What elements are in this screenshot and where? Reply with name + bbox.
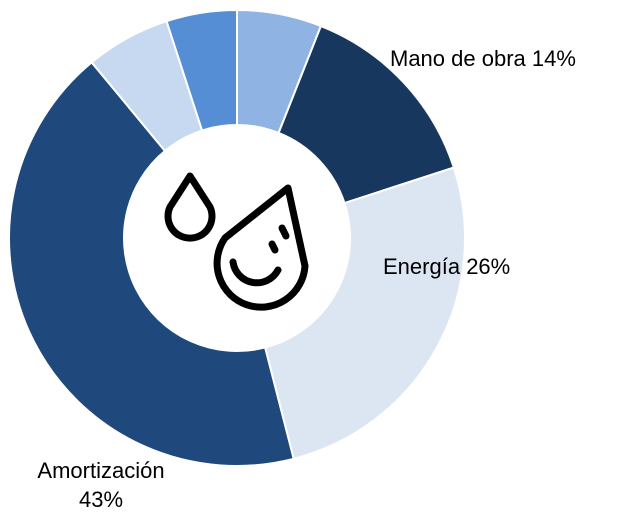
small-drop bbox=[164, 172, 216, 242]
donut-slice bbox=[263, 166, 466, 461]
donut bbox=[8, 8, 466, 467]
slice-label: Mano de obra 14% bbox=[390, 46, 576, 71]
value-label: 26% bbox=[466, 254, 510, 279]
category-label: Mano de obra bbox=[390, 46, 527, 71]
slice-label: Energía 26% bbox=[383, 254, 510, 279]
value-label: 43% bbox=[79, 487, 123, 512]
water-icon bbox=[164, 172, 309, 311]
donut-slice bbox=[165, 8, 238, 132]
drop-ripple bbox=[229, 258, 282, 287]
donut-slice bbox=[8, 60, 295, 467]
drop-ripple bbox=[268, 240, 279, 254]
value-label: 14% bbox=[532, 46, 576, 71]
big-drop bbox=[213, 184, 309, 311]
category-label: Energía bbox=[383, 254, 461, 279]
category-label: Amortización bbox=[37, 458, 164, 483]
drop-ripple bbox=[278, 224, 290, 240]
